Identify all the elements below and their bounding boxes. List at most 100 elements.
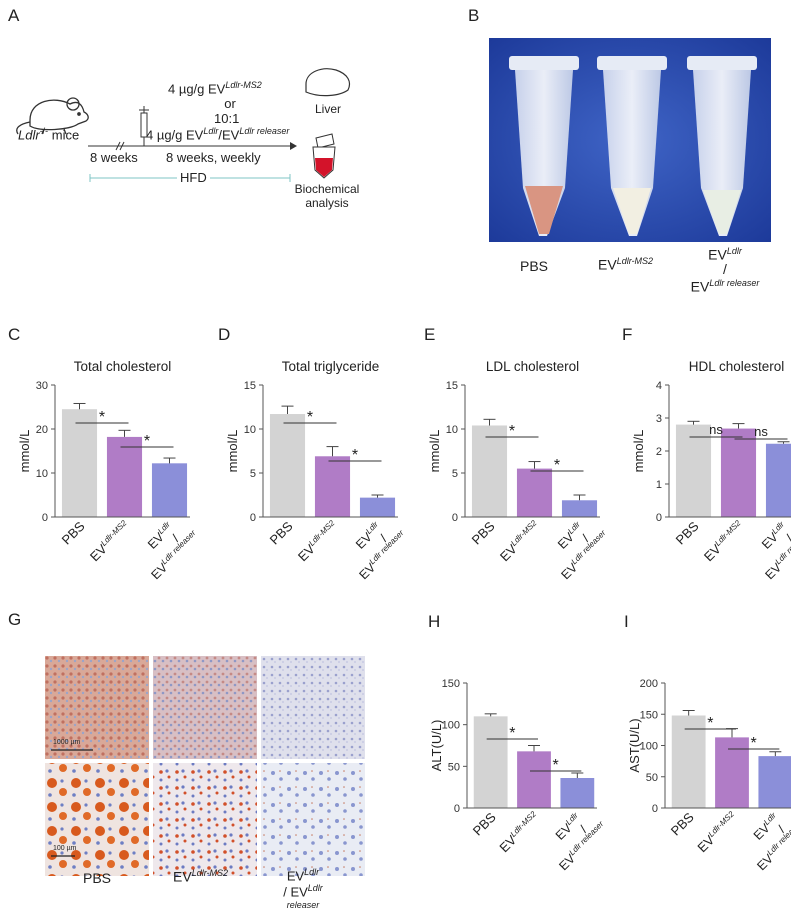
panel-label-f: F xyxy=(622,325,633,344)
chart-c: Total cholesterol0102030mmol/L**PBSEVLdl… xyxy=(17,359,198,583)
y-tick-label: 200 xyxy=(640,678,658,690)
y-tick-label: 150 xyxy=(442,678,460,690)
svg-text:/: / xyxy=(784,532,791,545)
y-axis-label: mmol/L xyxy=(225,430,240,473)
bar-rel xyxy=(151,463,188,517)
chart-title: HDL cholesterol xyxy=(689,359,785,374)
x-category-label: EVLdlr/EVLdlr releaser xyxy=(759,520,791,583)
eight-weeks-label: 8 weeks xyxy=(90,150,138,165)
bar-pbs xyxy=(671,715,706,808)
mouse-icon xyxy=(16,97,89,135)
histology-releaser-low xyxy=(261,656,365,759)
bar-rel xyxy=(359,497,396,517)
x-category-label: PBS xyxy=(267,518,296,547)
bar-ms2 xyxy=(517,751,551,808)
histology-ms2-high xyxy=(153,763,257,876)
svg-text:PBS: PBS xyxy=(267,518,296,547)
y-tick-label: 3 xyxy=(656,413,662,425)
y-tick-label: 0 xyxy=(454,803,460,815)
panel-label-c: C xyxy=(8,325,21,344)
histology-releaser-high xyxy=(261,763,365,876)
significance-label: * xyxy=(554,457,560,474)
panel-label-b: B xyxy=(468,6,480,25)
significance-label: * xyxy=(99,409,105,426)
scale-label-top: 1000 µm xyxy=(53,739,81,746)
histology-label-pbs: PBS xyxy=(83,870,112,886)
bar-rel xyxy=(758,756,791,808)
significance-label: * xyxy=(509,423,515,440)
tubes-photo xyxy=(489,38,771,242)
significance-label: * xyxy=(751,735,757,752)
x-category-label: PBS xyxy=(469,518,498,547)
y-tick-label: 10 xyxy=(36,468,48,480)
chart-title: Total cholesterol xyxy=(74,359,172,374)
significance-label: * xyxy=(307,409,313,426)
x-category-label: PBS xyxy=(673,518,702,547)
histology-pbs-low xyxy=(45,656,149,759)
y-axis-label: ALT(U/L) xyxy=(429,720,444,772)
x-category-label: EVLdlr-MS2 xyxy=(694,809,740,855)
tube-ms2 xyxy=(597,56,667,236)
y-tick-label: 10 xyxy=(244,424,256,436)
x-category-label: EVLdlr-MS2 xyxy=(701,518,743,564)
or-label: or xyxy=(224,96,236,111)
y-axis-label: mmol/L xyxy=(17,430,32,473)
significance-label: * xyxy=(144,433,150,450)
significance-label: * xyxy=(553,757,559,774)
x-category-label: EVLdlr-MS2 xyxy=(87,518,129,564)
panel-label-a: A xyxy=(8,6,20,25)
bar-pbs xyxy=(473,716,508,808)
x-category-label: PBS xyxy=(59,518,88,547)
significance-label: * xyxy=(352,447,358,464)
y-tick-label: 100 xyxy=(442,720,460,732)
syringe-icon xyxy=(139,106,149,146)
x-category-label: PBS xyxy=(668,809,697,838)
blood-tube-icon xyxy=(312,133,336,179)
tube-label-releaser: EVLdlr / EVLdlr releaser xyxy=(690,246,760,295)
y-tick-label: 100 xyxy=(640,741,658,753)
histology-ms2-low xyxy=(153,656,257,759)
svg-text:PBS: PBS xyxy=(59,518,88,547)
y-tick-label: 15 xyxy=(446,380,458,392)
x-category-label: EVLdlr-MS2 xyxy=(295,518,337,564)
ratio-label: 10:1 xyxy=(214,111,240,126)
y-tick-label: 1 xyxy=(656,479,662,491)
bar-pbs xyxy=(675,424,712,517)
panel-label-i: I xyxy=(624,612,629,631)
y-tick-label: 2 xyxy=(656,446,662,458)
panel-label-g: G xyxy=(8,610,22,629)
dose-releaser-label: 4 µg/g EVLdlr/EVLdlr releaser xyxy=(146,126,290,143)
histology-label-releaser: EVLdlr / EVLdlr releaser xyxy=(283,867,323,910)
y-tick-label: 50 xyxy=(448,761,460,773)
svg-text:PBS: PBS xyxy=(469,518,498,547)
bar-pbs xyxy=(471,425,508,517)
svg-text:EVLdlr-MS2: EVLdlr-MS2 xyxy=(497,518,543,564)
histology-label-ms2: EVLdlr-MS2 xyxy=(173,868,229,885)
chart-e: LDL cholesterol 0 5 10 15 mmol/L * * PBSEVLdlr-M… xyxy=(427,359,608,582)
significance-label: * xyxy=(707,715,713,732)
svg-text:EVLdlr-MS2: EVLdlr-MS2 xyxy=(496,809,542,855)
tube-label-pbs: PBS xyxy=(520,258,549,274)
dose-ms2-label: 4 µg/g EVLdlr-MS2 xyxy=(168,80,262,97)
y-tick-label: 0 xyxy=(42,512,48,524)
x-category-label: EVLdlr/EVLdlr releaser xyxy=(353,520,406,583)
bar-rel xyxy=(560,778,595,808)
bar-ms2 xyxy=(314,456,351,517)
y-tick-label: 30 xyxy=(36,380,48,392)
panel-label-h: H xyxy=(428,612,441,631)
svg-text:EVLdlr-MS2: EVLdlr-MS2 xyxy=(694,809,740,855)
y-tick-label: 10 xyxy=(446,424,458,436)
bar-pbs xyxy=(269,414,306,517)
y-axis-label: mmol/L xyxy=(427,430,442,473)
x-category-label: EVLdlr/EVLdlr releaser xyxy=(145,520,198,583)
bar-ms2 xyxy=(106,436,143,517)
y-tick-label: 4 xyxy=(656,380,662,392)
x-category-label: EVLdlr-MS2 xyxy=(497,518,543,564)
bar-rel xyxy=(765,443,791,517)
experiment-timeline-diagram xyxy=(16,68,351,182)
tube-label-ms2: EVLdlr-MS2 xyxy=(598,256,654,273)
y-axis-label: mmol/L xyxy=(631,430,646,473)
significance-label: ns xyxy=(754,424,768,439)
chart-title: Total triglyceride xyxy=(282,359,380,374)
